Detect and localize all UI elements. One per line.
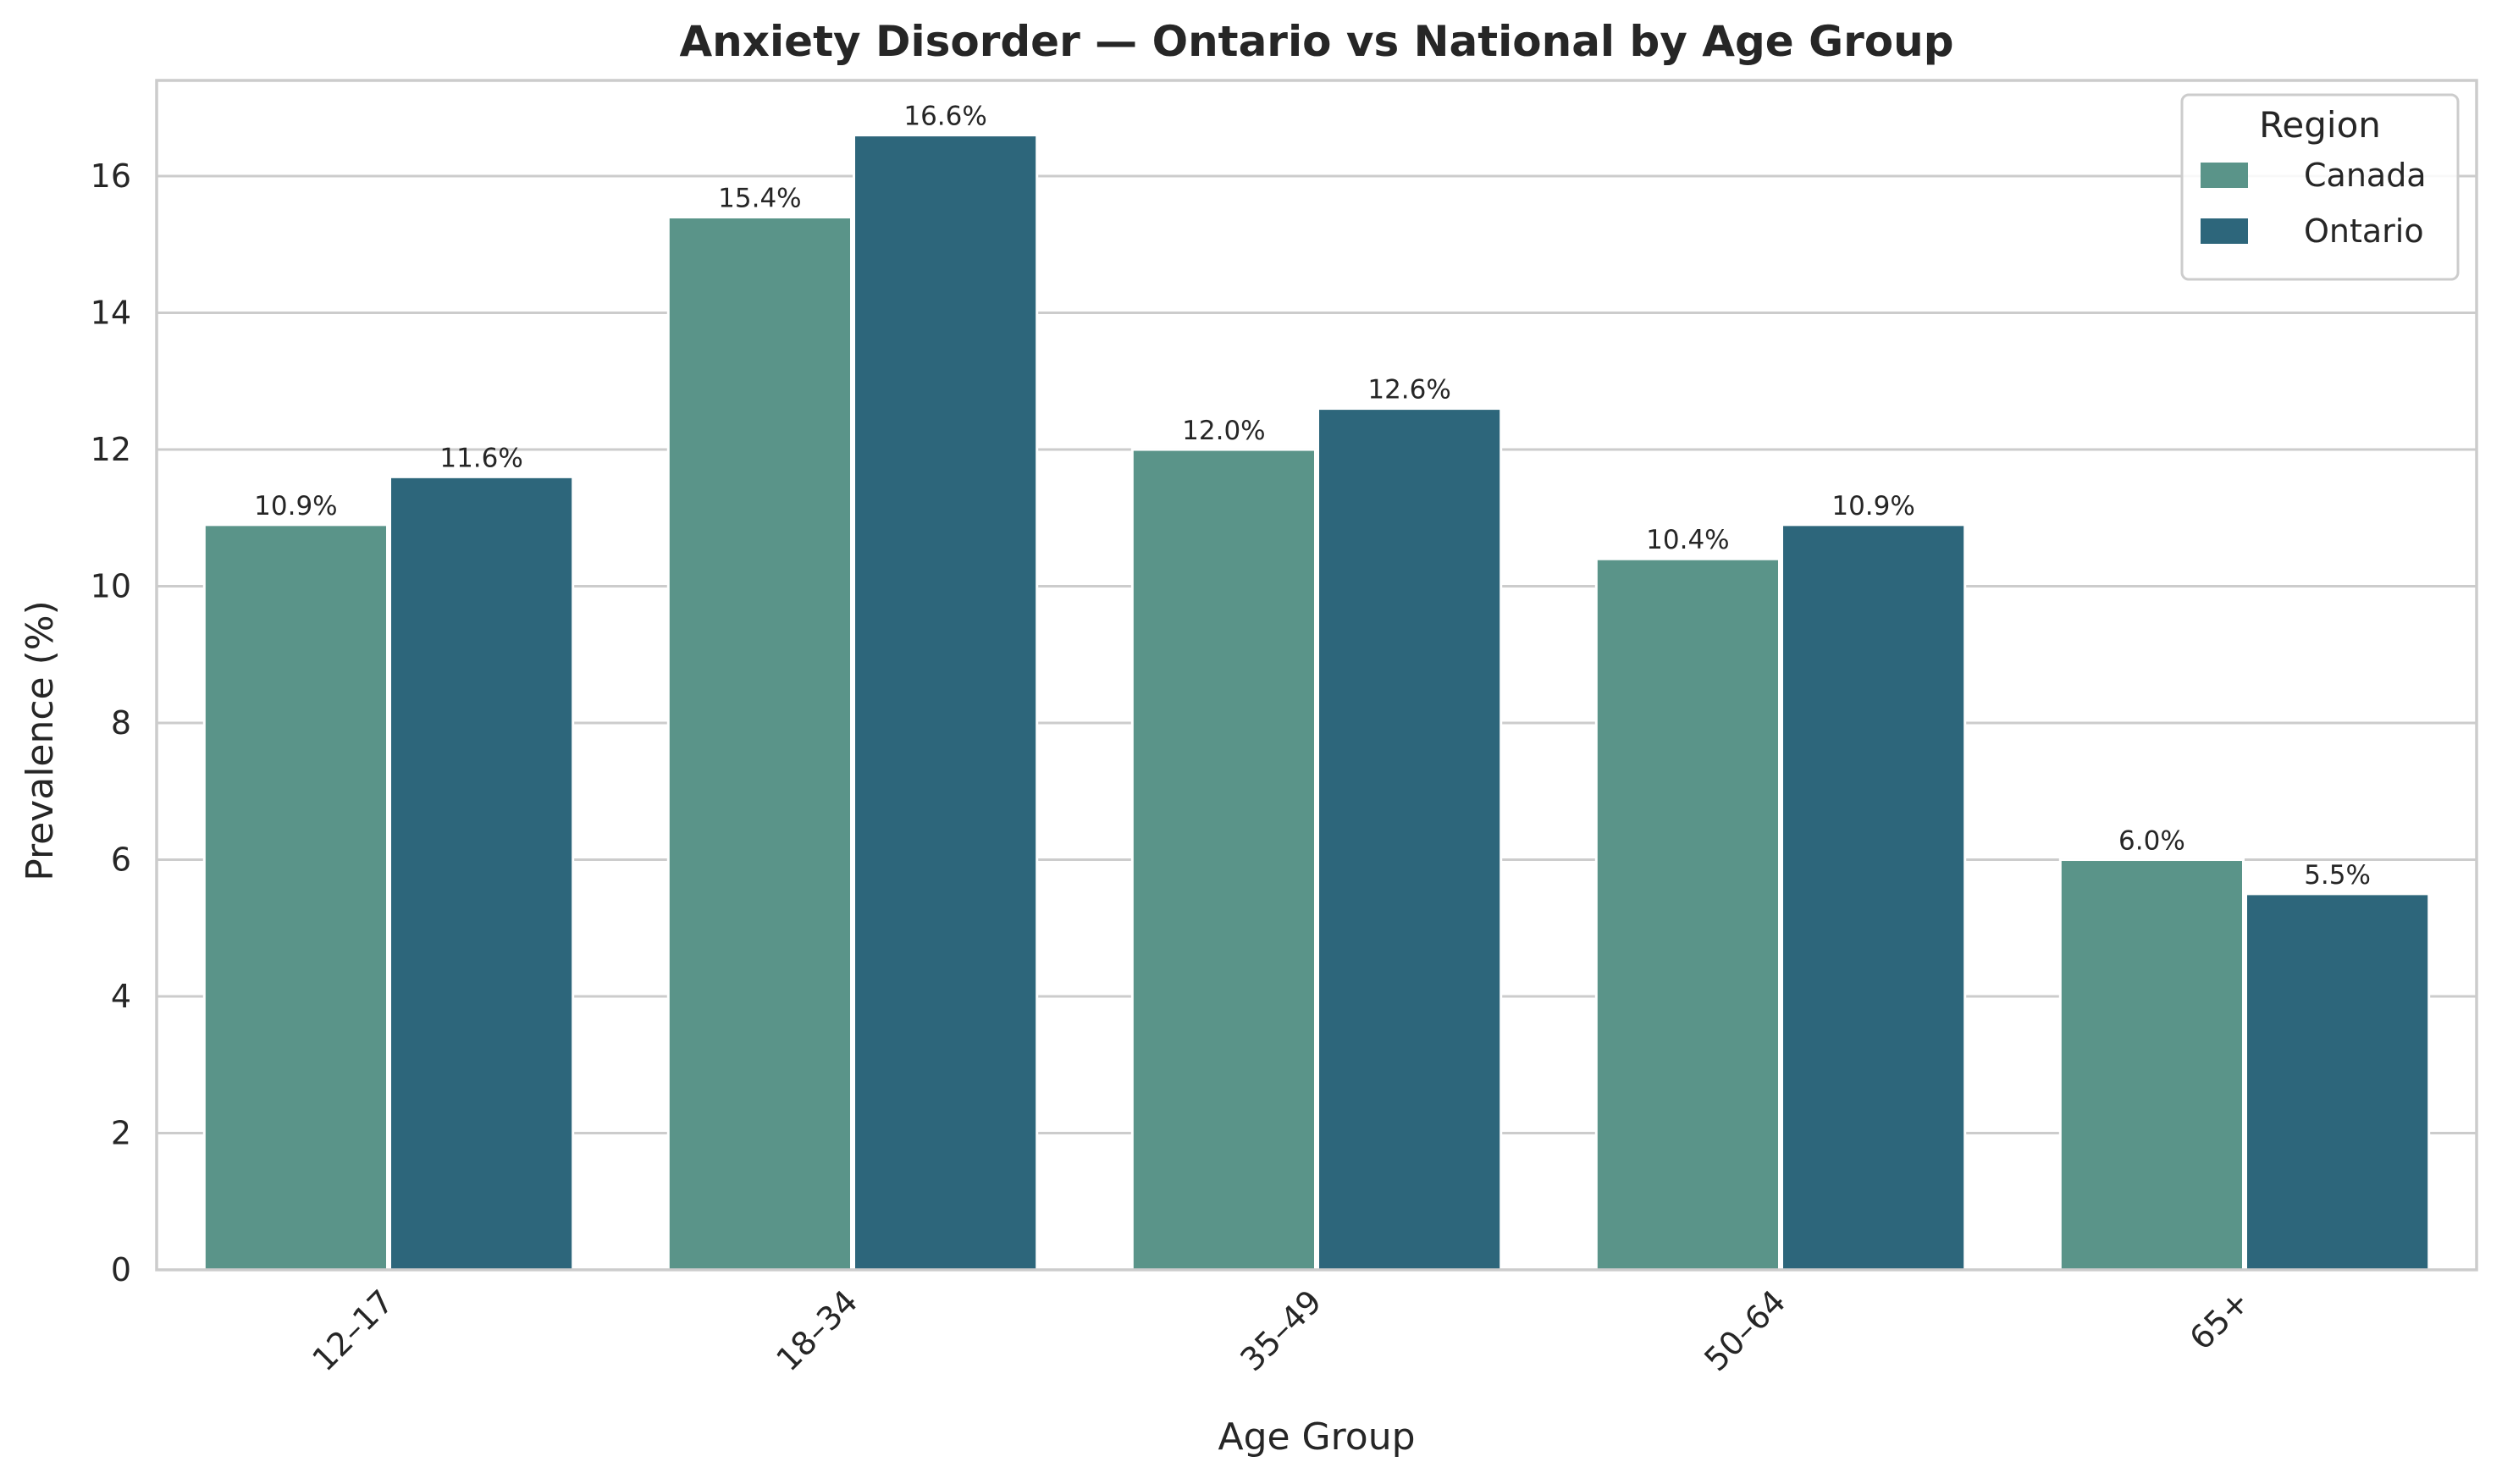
- chart-title: Anxiety Disorder — Ontario vs National b…: [679, 17, 1953, 66]
- bar-value-label: 15.4%: [718, 183, 801, 213]
- bar-ontario-1: [853, 134, 1039, 1272]
- legend-entry-canada: Canada: [2304, 157, 2427, 194]
- x-tick-label: 35–49: [1233, 1283, 1328, 1378]
- y-tick-label: 16: [91, 157, 131, 195]
- legend-title: Region: [2259, 104, 2381, 146]
- y-tick-label: 10: [91, 568, 131, 605]
- x-tick-label: 12–17: [305, 1283, 400, 1378]
- bar-canada-0: [202, 523, 389, 1272]
- legend-entry-ontario: Ontario: [2304, 212, 2424, 250]
- y-tick-label: 8: [111, 704, 131, 742]
- legend-swatch-canada: [2201, 163, 2248, 188]
- y-tick-label: 6: [111, 841, 131, 879]
- x-tick-label: 65+: [2183, 1283, 2257, 1357]
- bar-value-label: 5.5%: [2304, 860, 2371, 891]
- bar-ontario-0: [389, 475, 575, 1272]
- bar-value-label: 16.6%: [903, 102, 986, 132]
- y-tick-label: 12: [91, 431, 131, 468]
- bar-ontario-3: [1781, 523, 1967, 1272]
- y-tick-label: 2: [111, 1115, 131, 1152]
- plot-area: 0 2 4 6 8 10 12 14 16 10.9% 11.6% 12–17 15.4% 16.6% 18…: [91, 79, 2478, 1378]
- x-axis-label: Age Group: [1218, 1415, 1415, 1459]
- bar-canada-3: [1594, 557, 1781, 1272]
- bar-value-label: 12.6%: [1367, 375, 1450, 405]
- bar-value-label: 10.9%: [1831, 491, 1914, 521]
- bar-canada-4: [2058, 858, 2245, 1272]
- bar-canada-2: [1130, 448, 1317, 1272]
- legend: Region Canada Ontario: [2180, 93, 2460, 281]
- y-tick-label: 14: [91, 295, 131, 332]
- bar-value-label: 12.0%: [1182, 416, 1265, 446]
- y-tick-label: 0: [111, 1251, 131, 1288]
- plot-frame: [155, 79, 2478, 1272]
- y-axis-label: Prevalence (%): [19, 600, 62, 881]
- bar-value-label: 6.0%: [2118, 826, 2185, 857]
- bar-value-label: 10.4%: [1646, 525, 1729, 555]
- bar-ontario-4: [2245, 892, 2431, 1272]
- y-tick-label: 4: [111, 978, 131, 1015]
- legend-box: [2180, 93, 2460, 281]
- bar-value-label: 11.6%: [439, 443, 522, 473]
- legend-swatch-ontario: [2201, 218, 2248, 244]
- bar-value-label: 10.9%: [254, 491, 337, 521]
- x-tick-label: 50–64: [1697, 1283, 1792, 1378]
- bar-ontario-2: [1317, 407, 1503, 1272]
- bar-canada-1: [666, 215, 853, 1272]
- x-tick-label: 18–34: [769, 1283, 864, 1378]
